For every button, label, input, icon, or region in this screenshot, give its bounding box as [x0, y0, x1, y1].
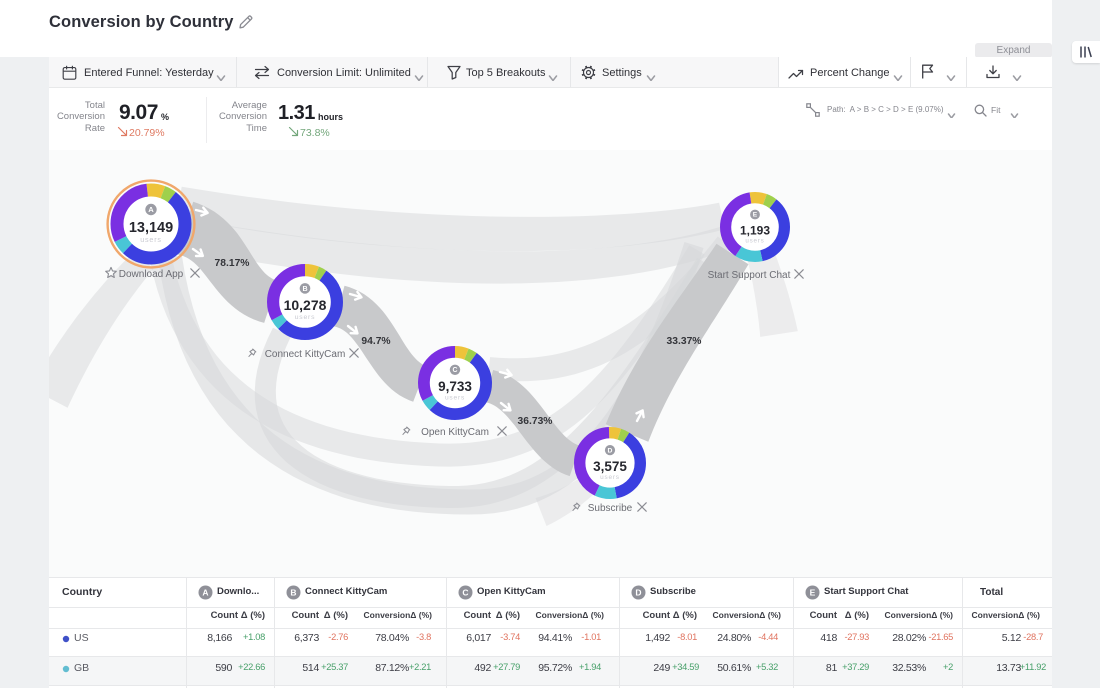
- svg-text:Download App: Download App: [119, 269, 184, 280]
- svg-text:A: A: [202, 588, 208, 598]
- svg-text:Subscribe: Subscribe: [588, 503, 633, 514]
- svg-text:E: E: [753, 212, 758, 219]
- svg-text:users: users: [600, 474, 620, 481]
- svg-text:Open KittyCam: Open KittyCam: [421, 427, 489, 438]
- svg-text:D: D: [635, 588, 641, 598]
- svg-text:Connect KittyCam: Connect KittyCam: [265, 349, 346, 360]
- svg-text:3,575: 3,575: [593, 459, 627, 474]
- svg-text:C: C: [462, 588, 468, 598]
- svg-text:B: B: [302, 285, 307, 293]
- svg-text:1,193: 1,193: [740, 223, 770, 237]
- svg-text:C: C: [453, 367, 458, 374]
- svg-text:94.7%: 94.7%: [361, 336, 390, 347]
- svg-text:9,733: 9,733: [438, 379, 472, 394]
- svg-text:users: users: [140, 235, 162, 244]
- svg-text:36.73%: 36.73%: [518, 416, 553, 427]
- svg-text:users: users: [295, 314, 316, 321]
- svg-text:users: users: [445, 395, 465, 402]
- svg-text:A: A: [148, 205, 154, 214]
- svg-text:B: B: [290, 588, 296, 598]
- svg-text:10,278: 10,278: [284, 297, 327, 313]
- svg-text:78.17%: 78.17%: [215, 258, 250, 269]
- svg-text:E: E: [810, 588, 816, 598]
- svg-text:users: users: [745, 238, 764, 245]
- svg-text:Start Support Chat: Start Support Chat: [708, 270, 791, 281]
- svg-text:D: D: [608, 447, 613, 454]
- svg-text:33.37%: 33.37%: [667, 336, 702, 347]
- svg-text:13,149: 13,149: [129, 220, 173, 236]
